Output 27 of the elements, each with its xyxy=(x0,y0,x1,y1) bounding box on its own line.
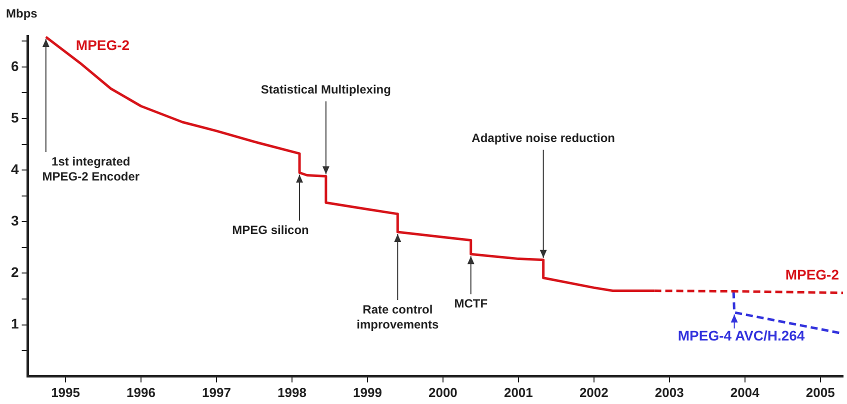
y-tick-label: 4 xyxy=(10,160,19,177)
y-axis-title: Mbps xyxy=(6,6,38,20)
annotation: MPEG silicon xyxy=(232,222,309,237)
y-tick-label: 6 xyxy=(10,58,19,74)
series-label: MPEG-2 xyxy=(76,36,130,53)
annotation: Adaptive noise reduction xyxy=(472,131,616,146)
series-label: MPEG-2 xyxy=(785,266,840,283)
x-tick-label: 2003 xyxy=(654,384,684,400)
annotation: Statistical Multiplexing xyxy=(260,82,391,97)
y-tick-label: 1 xyxy=(10,316,19,332)
annotation: MCTF xyxy=(454,296,488,310)
series-label: MPEG-4 AVC/H.264 xyxy=(678,327,805,344)
x-tick-label: 1998 xyxy=(278,384,306,400)
x-tick-label: 2002 xyxy=(579,384,608,400)
x-tick-label: 2000 xyxy=(428,384,458,400)
x-tick-label: 2001 xyxy=(504,384,533,400)
x-tick-label: 2005 xyxy=(806,384,835,400)
x-tick-label: 2004 xyxy=(730,384,760,400)
annotation: Rate control improvements xyxy=(356,302,439,332)
x-tick-label: 1996 xyxy=(126,384,156,400)
y-tick-label: 3 xyxy=(10,212,19,229)
x-tick-label: 1997 xyxy=(202,384,231,400)
annotation: 1st integrated MPEG-2 Encoder xyxy=(42,154,140,184)
x-tick-label: 1999 xyxy=(353,384,382,400)
y-tick-label: 5 xyxy=(10,109,19,126)
x-tick-label: 1995 xyxy=(51,384,80,400)
y-tick-label: 2 xyxy=(10,264,19,280)
